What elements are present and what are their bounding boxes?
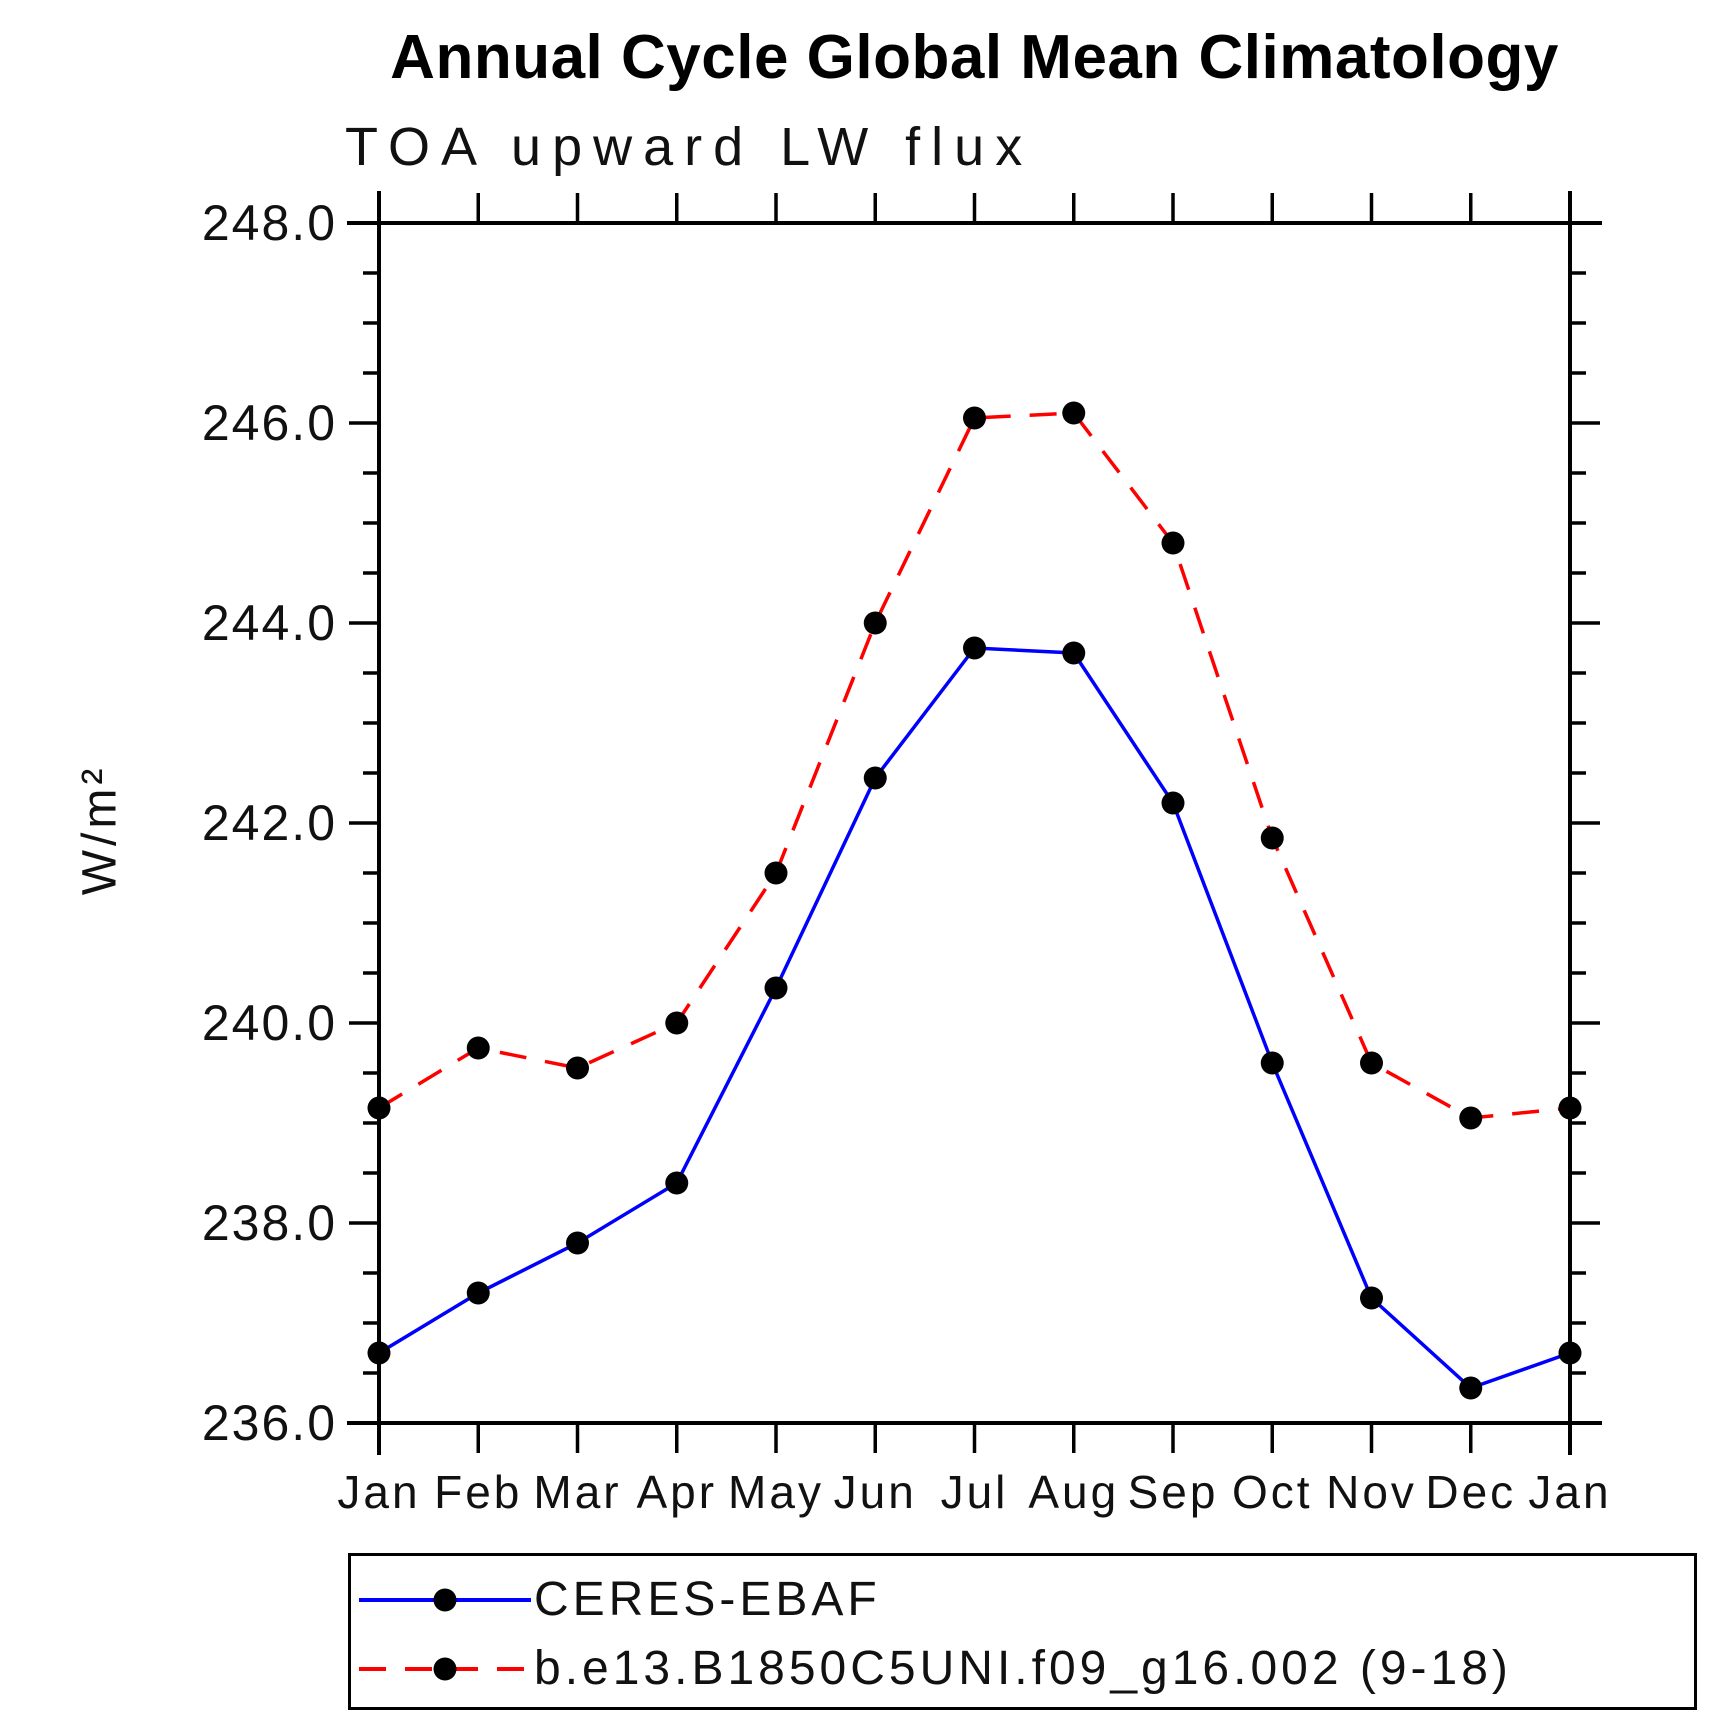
red-dashed-line-marker-icon bbox=[359, 1657, 531, 1681]
svg-text:Jun: Jun bbox=[834, 1466, 917, 1518]
series-markers bbox=[367, 401, 1582, 1400]
svg-text:Sep: Sep bbox=[1128, 1466, 1219, 1518]
svg-text:244.0: 244.0 bbox=[202, 595, 337, 651]
svg-text:246.0: 246.0 bbox=[202, 395, 337, 451]
svg-text:248.0: 248.0 bbox=[202, 195, 337, 251]
legend-label-model: b.e13.B1850C5UNI.f09_g16.002 (9-18) bbox=[534, 1642, 1512, 1695]
legend-box: CERES-EBAF b.e13.B1850C5UNI.f09_g16.002 … bbox=[348, 1553, 1697, 1710]
svg-text:Feb: Feb bbox=[434, 1466, 522, 1518]
svg-text:Jan: Jan bbox=[1528, 1466, 1611, 1518]
y-tick-labels: 236.0 238.0 240.0 242.0 244.0 246.0 248.0 bbox=[202, 195, 337, 1451]
legend-label-ceres: CERES-EBAF bbox=[534, 1573, 881, 1626]
svg-text:Apr: Apr bbox=[636, 1466, 717, 1518]
svg-text:Dec: Dec bbox=[1425, 1466, 1516, 1518]
y-axis-ticks bbox=[349, 221, 1600, 1425]
series-line-ceres-ebaf bbox=[378, 646, 1571, 1390]
chart-subtitle: TOA upward LW flux bbox=[345, 117, 1034, 177]
svg-text:236.0: 236.0 bbox=[202, 1395, 337, 1451]
svg-text:Oct: Oct bbox=[1232, 1466, 1313, 1518]
svg-text:Jan: Jan bbox=[337, 1466, 420, 1518]
x-tick-labels: Jan Feb Mar Apr May Jun Jul Aug Sep Oct Nov Dec Jan bbox=[337, 1466, 1611, 1518]
legend-item-model: b.e13.B1850C5UNI.f09_g16.002 (9-18) bbox=[358, 1645, 1512, 1693]
x-axis-ticks bbox=[377, 193, 1572, 1453]
svg-text:Mar: Mar bbox=[533, 1466, 621, 1518]
svg-text:Nov: Nov bbox=[1326, 1466, 1417, 1518]
legend-item-ceres: CERES-EBAF bbox=[358, 1576, 881, 1624]
blue-solid-line-marker-icon bbox=[359, 1588, 531, 1612]
svg-text:242.0: 242.0 bbox=[202, 795, 337, 851]
chart-title: Annual Cycle Global Mean Climatology bbox=[390, 23, 1559, 92]
svg-text:May: May bbox=[728, 1466, 824, 1518]
plot-area: 236.0 238.0 240.0 242.0 244.0 246.0 248.0 Jan Fe… bbox=[202, 191, 1611, 1518]
svg-text:240.0: 240.0 bbox=[202, 995, 337, 1051]
svg-text:238.0: 238.0 bbox=[202, 1195, 337, 1251]
series-line-b-e13-b1850c5uni-f09-g16-002-9-18- bbox=[378, 411, 1571, 1120]
svg-text:Jul: Jul bbox=[941, 1466, 1009, 1518]
svg-text:Aug: Aug bbox=[1028, 1466, 1119, 1518]
